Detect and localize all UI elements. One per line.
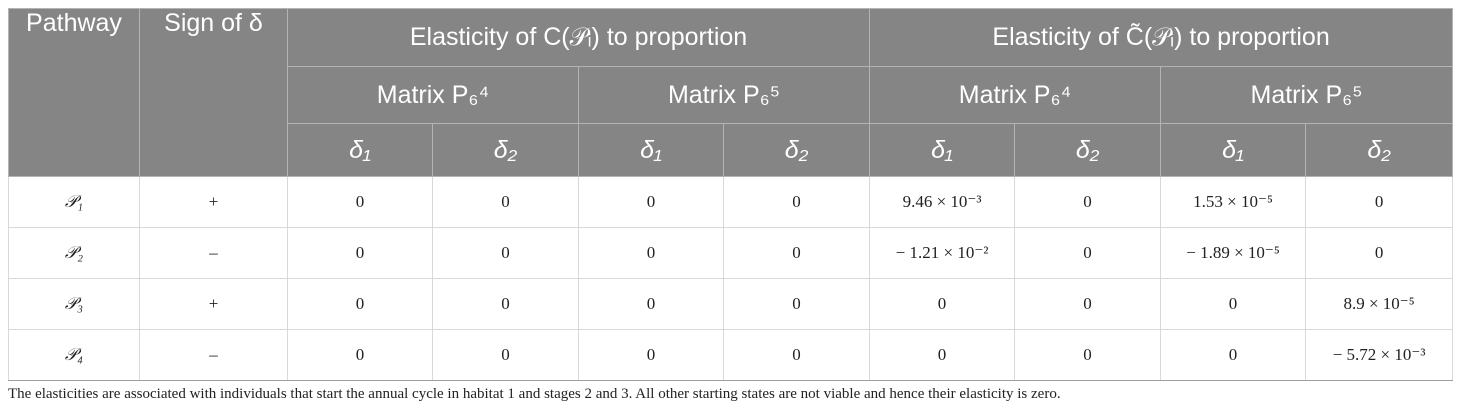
value-cell: 0 (722, 176, 871, 228)
header-delta2: δ₂ (722, 123, 871, 177)
value-cell: 0 (432, 176, 579, 228)
pathway-cell: 𝒫₃ (8, 278, 140, 330)
header-delta1: δ₁ (1160, 123, 1307, 177)
table-footnote: The elasticities are associated with ind… (8, 386, 1061, 402)
value-cell: 0 (1014, 329, 1162, 381)
value-cell: 0 (287, 176, 433, 228)
table-row: 𝒫₄ – 0 0 0 0 0 0 0 − 5.72 × 10⁻³ (8, 329, 1454, 381)
value-cell: 1.53 × 10⁻⁵ (1160, 176, 1307, 228)
header-delta2: δ₂ (1014, 123, 1162, 177)
value-cell: 0 (578, 278, 724, 330)
sign-cell: – (139, 329, 288, 381)
value-cell: 0 (1014, 227, 1162, 279)
header-delta2: δ₂ (1305, 123, 1454, 177)
pathway-cell: 𝒫₄ (8, 329, 140, 381)
header-ct-matrix-p65: Matrix P₆⁵ (1160, 66, 1454, 124)
header-delta1: δ₁ (869, 123, 1016, 177)
value-cell: 0 (869, 329, 1016, 381)
value-cell: 0 (1014, 176, 1162, 228)
header-group-c: Elasticity of C(𝒫ᵢ) to proportion (286, 8, 871, 67)
value-cell: 0 (1305, 227, 1454, 279)
value-cell: 8.9 × 10⁻⁵ (1305, 278, 1454, 330)
header-delta1: δ₁ (287, 123, 433, 177)
sign-cell: + (139, 176, 288, 228)
value-cell: 0 (432, 227, 579, 279)
value-cell: 9.46 × 10⁻³ (869, 176, 1016, 228)
elasticity-table: Pathway Sign of δ Elasticity of C(𝒫ᵢ) to… (8, 8, 1454, 381)
header-pathway: Pathway (8, 8, 140, 177)
sign-cell: + (139, 278, 288, 330)
value-cell: 0 (722, 278, 871, 330)
table-row: 𝒫₃ + 0 0 0 0 0 0 0 8.9 × 10⁻⁵ (8, 278, 1454, 330)
header-c-matrix-p65: Matrix P₆⁵ (577, 66, 871, 124)
value-cell: 0 (1160, 329, 1307, 381)
value-cell: 0 (1305, 176, 1454, 228)
value-cell: 0 (578, 227, 724, 279)
value-cell: 0 (1160, 278, 1307, 330)
value-cell: 0 (432, 278, 579, 330)
table-row: 𝒫₂ – 0 0 0 0 − 1.21 × 10⁻² 0 − 1.89 × 10… (8, 227, 1454, 279)
pathway-cell: 𝒫₂ (8, 227, 140, 279)
value-cell: 0 (432, 329, 579, 381)
value-cell: − 1.89 × 10⁻⁵ (1160, 227, 1307, 279)
value-cell: 0 (578, 329, 724, 381)
table-row: 𝒫₁ + 0 0 0 0 9.46 × 10⁻³ 0 1.53 × 10⁻⁵ 0 (8, 176, 1454, 228)
value-cell: 0 (287, 278, 433, 330)
header-ct-matrix-p64: Matrix P₆⁴ (869, 66, 1162, 124)
value-cell: 0 (722, 329, 871, 381)
header-group-c-tilde: Elasticity of C̃(𝒫ᵢ) to proportion (869, 8, 1454, 67)
value-cell: 0 (1014, 278, 1162, 330)
header-delta1: δ₁ (578, 123, 724, 177)
value-cell: 0 (722, 227, 871, 279)
header-delta2: δ₂ (432, 123, 579, 177)
value-cell: 0 (869, 278, 1016, 330)
pathway-cell: 𝒫₁ (8, 176, 140, 228)
value-cell: − 5.72 × 10⁻³ (1305, 329, 1454, 381)
value-cell: 0 (287, 329, 433, 381)
header-c-matrix-p64: Matrix P₆⁴ (287, 66, 579, 124)
value-cell: − 1.21 × 10⁻² (869, 227, 1016, 279)
value-cell: 0 (578, 176, 724, 228)
sign-cell: – (139, 227, 288, 279)
header-sign: Sign of δ (139, 8, 288, 177)
value-cell: 0 (287, 227, 433, 279)
